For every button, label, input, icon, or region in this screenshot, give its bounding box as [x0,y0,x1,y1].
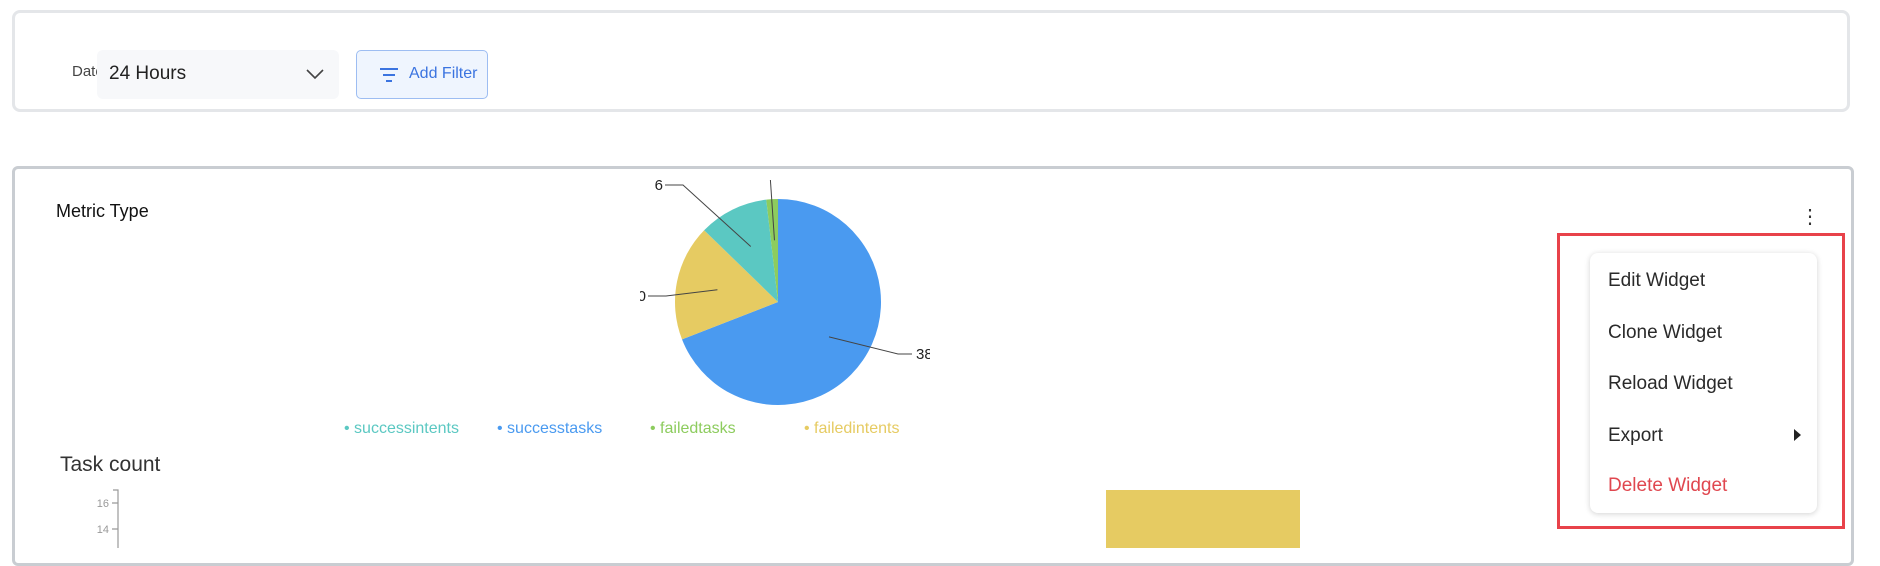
highlight-box [1557,233,1845,529]
y-axis: 16 14 [97,489,119,548]
leader-line [769,180,775,241]
y-tick-label: 16 [97,498,109,510]
data-label: 10 [640,288,646,305]
pie-chart: 38 10 6 [640,180,930,406]
date-value: 24 Hours [109,63,187,84]
legend-item[interactable]: • successtasks [497,420,603,437]
data-label: 6 [655,180,663,194]
task-count-title: Task count [60,453,161,476]
legend-item[interactable]: • failedtasks [650,420,736,437]
leader-line [828,336,912,355]
chevron-down-icon [306,69,324,80]
legend-item[interactable]: • failedintents [804,420,900,437]
date-label: Date [72,63,104,80]
menu-item-delete-widget[interactable]: Delete Widget [1608,475,1728,496]
filter-bar: Date 24 Hours Add Filter [12,10,1850,112]
menu-item-edit-widget[interactable]: Edit Widget [1608,270,1706,291]
widget-menu: Edit Widget Clone Widget Reload Widget E… [1590,253,1817,513]
date-select[interactable]: 24 Hours [97,50,339,99]
pie-slice-successtasks[interactable] [682,199,881,406]
leader-line [665,184,752,247]
widget-title: Metric Type [56,201,149,221]
more-options-icon[interactable]: ⋮ [1800,206,1820,228]
menu-item-export[interactable]: Export [1608,425,1808,447]
data-label: 38 [916,346,930,363]
y-tick-label: 14 [97,524,109,536]
widget-panel [12,166,1854,566]
pie-slice-failedintents[interactable] [675,230,778,340]
bar [1106,490,1300,548]
pie-slice-failedtasks[interactable] [766,199,778,302]
add-filter-button[interactable]: Add Filter [356,50,488,99]
add-filter-label: Add Filter [409,65,478,82]
export-label: Export [1608,425,1663,446]
caret-right-icon [1794,429,1801,441]
leader-line [648,289,718,297]
menu-item-reload-widget[interactable]: Reload Widget [1608,373,1733,394]
menu-item-clone-widget[interactable]: Clone Widget [1608,322,1723,343]
filter-icon [380,68,398,82]
legend-item[interactable]: • successintents [344,420,459,437]
pie-slice-successintents[interactable] [704,199,778,302]
